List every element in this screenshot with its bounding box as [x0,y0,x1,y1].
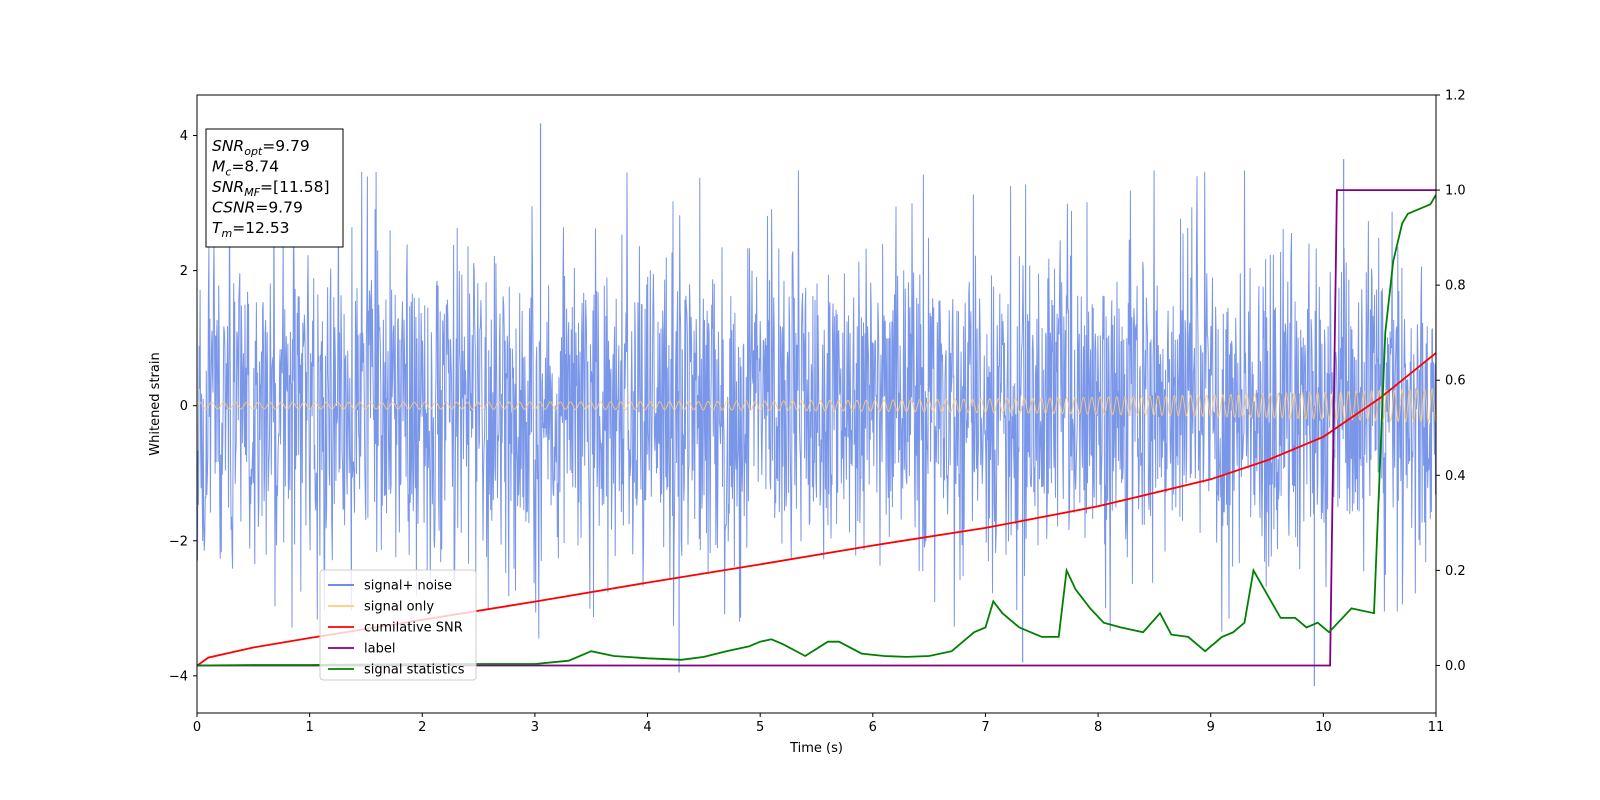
legend-label: signal+ noise [364,579,452,594]
info-line: Tm=12.53 [212,219,290,240]
cumilative-snr-line [197,352,1436,667]
legend-label: signal statistics [364,663,465,678]
info-box: SNRopt=9.79Mc=8.74SNRMF=[11.58]CSNR=9.79… [205,128,344,248]
info-line: SNRMF=[11.58] [212,178,330,199]
info-line: CSNR=9.79 [212,199,303,217]
x-tick-label: 4 [643,720,651,735]
y-left-tick-label: −4 [169,669,188,684]
y-right-tick-label: 1.0 [1445,184,1466,199]
x-tick-label: 7 [981,720,989,735]
info-line: Mc=8.74 [212,158,279,179]
y-right-tick-label: 1.2 [1445,89,1466,104]
info-box-frame [205,128,344,248]
x-axis-title: Time (s) [789,741,843,756]
line-series-group [197,189,1436,667]
x-tick-label: 10 [1315,720,1332,735]
x-tick-label: 1 [305,720,313,735]
x-tick-label: 3 [531,720,539,735]
y-right-tick-label: 0.0 [1445,659,1466,674]
signal-only-line [197,387,1436,424]
y-left-tick-label: −2 [169,534,188,549]
x-tick-label: 5 [756,720,764,735]
signal-noise-series [197,123,1436,686]
x-tick-label: 0 [193,720,201,735]
info-line: SNRopt=9.79 [212,137,310,158]
info-box-text: SNRopt=9.79Mc=8.74SNRMF=[11.58]CSNR=9.79… [212,137,330,240]
legend-label: cumilative SNR [364,621,463,636]
y-right-tick-label: 0.8 [1445,279,1466,294]
x-tick-label: 9 [1207,720,1215,735]
legend-label: label [364,642,395,657]
x-tick-label: 2 [418,720,426,735]
plot-frame [196,94,1437,714]
y-axis-title: Whitened strain [148,352,163,455]
legend-frame [319,569,477,681]
signal-statistics-line [197,194,1436,667]
y-right-tick-label: 0.4 [1445,469,1466,484]
legend: signal+ noise signal only cumilative SNR la… [319,569,477,681]
signal-noise-line [197,170,1436,639]
y-left-tick-label: 0 [180,399,188,414]
y-left-tick-label: 4 [180,129,188,144]
legend-entries: signal+ noise signal only cumilative SNR la… [328,579,465,678]
x-tick-label: 8 [1094,720,1102,735]
y-right-tick-label: 0.2 [1445,564,1466,579]
signal-only-series [197,387,1436,424]
x-tick-label: 11 [1428,720,1445,735]
label-line [197,189,1436,667]
ticks-group: 0 1 2 3 4 5 6 7 8 9 10 11 −4 −2 0 2 4 0.0 0.2 0.4 0.6 0.8 1.0 1… [169,89,1466,736]
legend-label: signal only [364,600,434,615]
y-right-tick-label: 0.6 [1445,374,1466,389]
x-tick-label: 6 [869,720,877,735]
y-left-tick-label: 2 [180,264,188,279]
